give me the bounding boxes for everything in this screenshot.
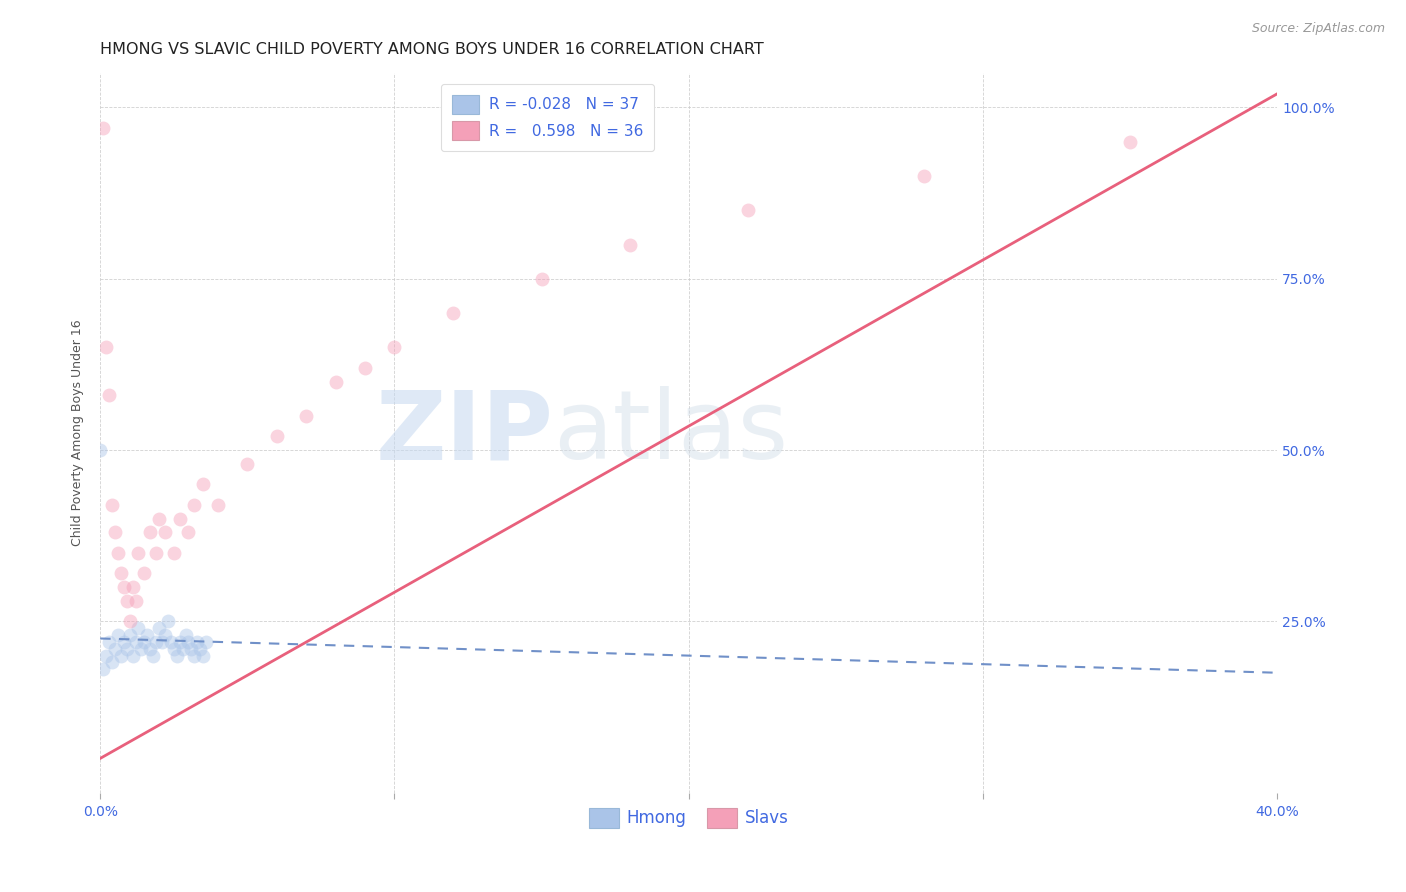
Text: HMONG VS SLAVIC CHILD POVERTY AMONG BOYS UNDER 16 CORRELATION CHART: HMONG VS SLAVIC CHILD POVERTY AMONG BOYS… [100,42,763,57]
Point [172,641,194,656]
Point [89,443,111,458]
Point [174,628,197,642]
Point [98,635,121,649]
Point [110,648,132,663]
Text: atlas: atlas [554,386,789,479]
Point [163,641,186,656]
Point [107,546,129,560]
Point [150,635,173,649]
Point [136,628,159,642]
Point [912,169,935,183]
Point [441,306,464,320]
Point [193,477,215,491]
Point [266,429,288,443]
Point [94,340,117,354]
Point [134,635,156,649]
Point [142,648,165,663]
Text: Source: ZipAtlas.com: Source: ZipAtlas.com [1251,22,1385,36]
Point [110,566,132,581]
Point [183,498,205,512]
Point [115,594,138,608]
Point [186,635,208,649]
Point [145,635,167,649]
Point [180,641,202,656]
Point [145,546,167,560]
Point [193,648,215,663]
Point [112,635,135,649]
Point [127,621,149,635]
Legend: Hmong, Slavs: Hmong, Slavs [582,801,796,835]
Point [118,628,141,642]
Y-axis label: Child Poverty Among Boys Under 16: Child Poverty Among Boys Under 16 [72,319,84,546]
Point [104,525,127,540]
Point [107,628,129,642]
Point [101,498,124,512]
Point [177,525,200,540]
Point [91,121,114,136]
Point [163,546,186,560]
Point [177,635,200,649]
Point [115,641,138,656]
Point [1119,135,1142,149]
Point [148,621,170,635]
Point [160,635,183,649]
Point [169,635,191,649]
Point [121,648,143,663]
Point [325,375,347,389]
Point [236,457,259,471]
Point [169,511,191,525]
Point [153,628,176,642]
Point [148,511,170,525]
Point [354,360,377,375]
Point [112,580,135,594]
Point [737,203,759,218]
Point [104,641,127,656]
Point [166,648,188,663]
Point [118,615,141,629]
Point [156,615,179,629]
Point [139,641,162,656]
Point [98,388,121,402]
Point [124,635,146,649]
Point [183,648,205,663]
Point [131,641,153,656]
Point [188,641,211,656]
Text: ZIP: ZIP [375,386,554,479]
Point [295,409,318,423]
Point [94,648,117,663]
Point [207,498,229,512]
Point [134,566,156,581]
Point [91,662,114,676]
Point [127,546,149,560]
Point [139,525,162,540]
Point [101,656,124,670]
Point [121,580,143,594]
Point [195,635,218,649]
Point [124,594,146,608]
Point [530,272,553,286]
Point [384,340,406,354]
Point [153,525,176,540]
Point [619,237,641,252]
